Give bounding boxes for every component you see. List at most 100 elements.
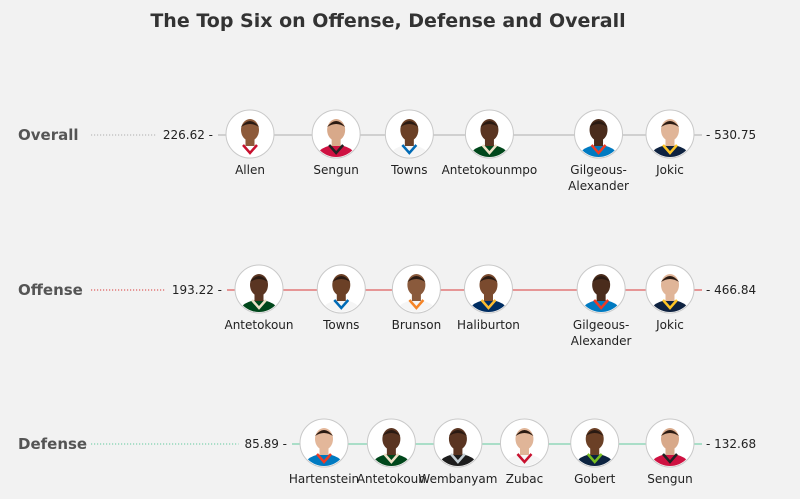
player-name: Jokic bbox=[655, 318, 684, 332]
player-marker: Haliburton bbox=[457, 264, 520, 332]
player-marker: Gilgeous- Alexander bbox=[568, 109, 629, 193]
player-headshot bbox=[468, 274, 509, 312]
player-headshot bbox=[650, 274, 690, 312]
jersey-shape bbox=[371, 454, 412, 466]
player-neck bbox=[484, 137, 494, 146]
player-neck bbox=[594, 137, 604, 146]
player-headshot bbox=[504, 428, 545, 466]
player-marker: Antetokoun bbox=[357, 418, 426, 486]
player-name: Allen bbox=[235, 163, 265, 177]
player-headshot bbox=[389, 119, 430, 157]
player-marker: Brunson bbox=[392, 264, 442, 332]
jersey-collar bbox=[251, 299, 267, 310]
jersey-collar bbox=[593, 299, 610, 310]
player-headshot bbox=[578, 119, 619, 157]
jersey-shape bbox=[574, 454, 615, 466]
player-marker: Hartenstein bbox=[289, 418, 359, 486]
player-headshot bbox=[239, 274, 279, 312]
player-hair bbox=[382, 430, 401, 436]
player-neck bbox=[404, 137, 414, 146]
player-headshot bbox=[371, 428, 412, 466]
player-headshot bbox=[581, 274, 622, 312]
player-marker: Zubac bbox=[499, 418, 549, 486]
player-hair bbox=[241, 121, 259, 127]
player-headshot bbox=[650, 428, 690, 466]
jersey-shape bbox=[468, 300, 509, 312]
player-neck bbox=[519, 446, 529, 455]
jersey-collar bbox=[242, 144, 258, 155]
player-hair bbox=[661, 430, 679, 436]
row-label: Overall bbox=[18, 126, 79, 144]
jersey-shape bbox=[304, 454, 344, 466]
jersey-collar bbox=[333, 299, 350, 310]
player-marker: Antetokounmpo bbox=[442, 109, 537, 177]
player-hair bbox=[479, 276, 498, 282]
player-hair bbox=[480, 121, 499, 127]
player-hair bbox=[400, 121, 419, 127]
player-name: Sengun bbox=[647, 472, 692, 486]
row-label: Offense bbox=[18, 281, 83, 299]
min-value-label: 226.62 - bbox=[163, 128, 213, 142]
player-hair bbox=[448, 430, 467, 436]
jersey-shape bbox=[581, 300, 622, 312]
player-name: Gilgeous- bbox=[573, 318, 630, 332]
player-name: Alexander bbox=[568, 179, 629, 193]
player-name: Antetokoun bbox=[357, 472, 426, 486]
player-name: Gobert bbox=[574, 472, 616, 486]
player-neck bbox=[319, 446, 329, 455]
player-hair bbox=[661, 121, 679, 127]
player-neck bbox=[453, 446, 463, 455]
jersey-collar bbox=[383, 453, 400, 464]
player-hair bbox=[592, 276, 611, 282]
chart-title: The Top Six on Offense, Defense and Over… bbox=[150, 10, 625, 32]
row-defense: Defense 85.89 - - 132.68 HartensteinAntetok… bbox=[18, 418, 756, 486]
jersey-shape bbox=[230, 145, 270, 157]
player-neck bbox=[411, 292, 421, 301]
jersey-collar bbox=[586, 453, 603, 464]
player-name: Gilgeous- bbox=[570, 163, 627, 177]
player-name: Antetokoun bbox=[224, 318, 293, 332]
player-headshot bbox=[650, 119, 690, 157]
row-overall: Overall 226.62 - - 530.75 Allen Sengun Towns A… bbox=[18, 109, 756, 193]
rows-layer: Overall 226.62 - - 530.75 Allen Sengun Towns A… bbox=[18, 109, 756, 486]
player-name: Sengun bbox=[313, 163, 358, 177]
jersey-collar bbox=[662, 144, 678, 155]
jersey-collar bbox=[662, 453, 678, 464]
jersey-shape bbox=[504, 454, 545, 466]
max-value-label: - 530.75 bbox=[706, 128, 756, 142]
player-name: Towns bbox=[390, 163, 427, 177]
jersey-shape bbox=[239, 300, 279, 312]
jersey-collar bbox=[481, 144, 498, 155]
player-hair bbox=[250, 276, 268, 282]
player-headshot bbox=[321, 274, 362, 312]
jersey-collar bbox=[316, 453, 332, 464]
min-value-label: 193.22 - bbox=[172, 283, 222, 297]
min-value-label: 85.89 - bbox=[245, 437, 288, 451]
player-neck bbox=[386, 446, 396, 455]
player-marker: Wembanyam bbox=[418, 418, 497, 486]
player-neck bbox=[596, 292, 606, 301]
jersey-shape bbox=[321, 300, 362, 312]
player-name: Brunson bbox=[392, 318, 442, 332]
player-marker: Allen bbox=[225, 109, 275, 177]
player-name: Alexander bbox=[571, 334, 632, 348]
jersey-shape bbox=[650, 145, 690, 157]
player-hair bbox=[589, 121, 608, 127]
player-hair bbox=[407, 276, 426, 282]
player-hair bbox=[585, 430, 604, 436]
jersey-shape bbox=[396, 300, 437, 312]
player-name: Zubac bbox=[506, 472, 543, 486]
player-headshot bbox=[437, 428, 478, 466]
jersey-collar bbox=[480, 299, 497, 310]
jersey-shape bbox=[437, 454, 478, 466]
player-hair bbox=[661, 276, 679, 282]
jersey-shape bbox=[650, 454, 690, 466]
player-neck bbox=[331, 137, 341, 146]
player-neck bbox=[483, 292, 493, 301]
player-marker: Jokic bbox=[645, 264, 695, 332]
player-hair bbox=[332, 276, 351, 282]
player-headshot bbox=[304, 428, 344, 466]
row-label: Defense bbox=[18, 435, 87, 453]
player-hair bbox=[315, 430, 333, 436]
player-marker: Gilgeous- Alexander bbox=[571, 264, 632, 348]
